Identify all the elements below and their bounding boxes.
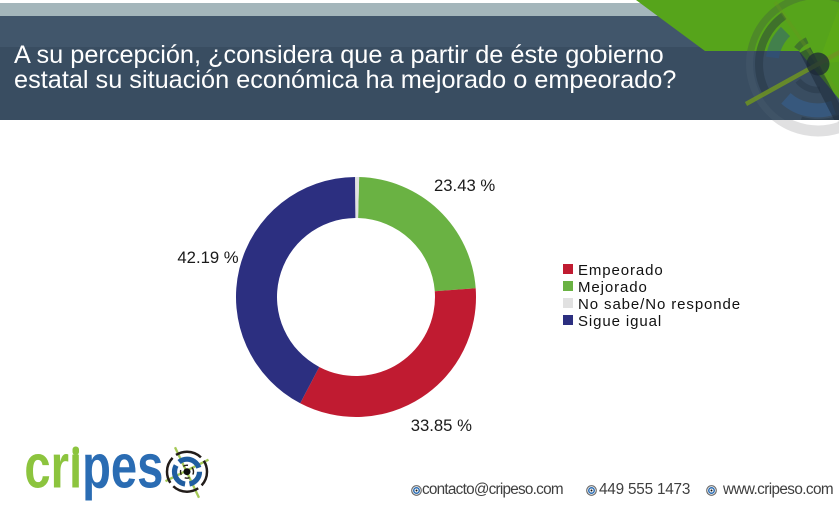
svg-text:crıpes: crıpes xyxy=(24,433,163,502)
